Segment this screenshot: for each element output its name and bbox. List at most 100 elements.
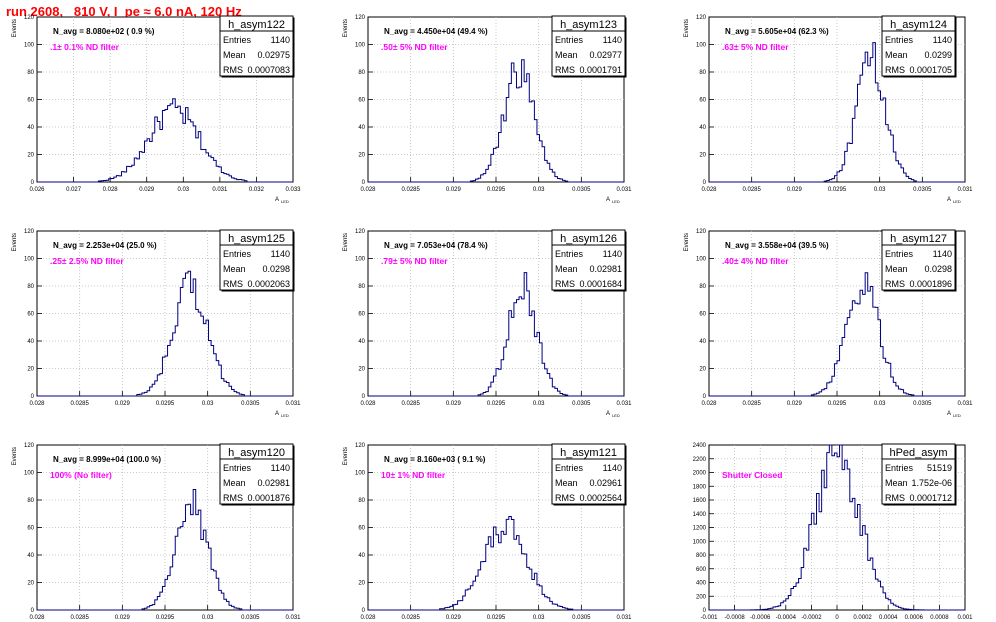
filter-annotation: .25± 2.5% ND filter <box>50 256 124 266</box>
filter-annotation: .63± 5% ND filter <box>722 42 789 52</box>
histogram-pane-h_asym123: 0.028 0.0285 0.029 0.0295 0.03 0.0305 0.031 0 20… <box>343 15 632 204</box>
x-tick-label: 0.0305 <box>572 401 591 407</box>
x-tick-label: -0.0006 <box>750 615 771 621</box>
x-tick-label: 0 <box>835 615 839 621</box>
stats-key-entries: Entries <box>555 35 584 45</box>
y-tick-label: 800 <box>696 553 707 559</box>
x-tick-label: 0.028 <box>360 401 376 407</box>
y-tick-label: 20 <box>27 581 34 587</box>
x-tick-label: 0.031 <box>616 401 632 407</box>
y-tick-label: 80 <box>27 70 34 76</box>
y-tick-label: 60 <box>358 98 365 104</box>
y-tick-label: 20 <box>27 153 34 159</box>
y-tick-label: 40 <box>358 125 365 131</box>
y-tick-label: 20 <box>358 153 365 159</box>
y-tick-label: 100 <box>24 471 35 477</box>
navg-label: N_avg = 8.160e+03 ( 9.1 %) <box>384 455 486 464</box>
histogram-pane-hPed_asym: -0.001 -0.0008 -0.0006 -0.0004 -0.0002 0 0.000… <box>693 443 974 621</box>
stats-key-mean: Mean <box>223 478 246 488</box>
x-tick-label: 0.028 <box>103 187 119 193</box>
stats-key-rms: RMS <box>223 493 243 503</box>
x-tick-label: 0.03 <box>874 187 886 193</box>
y-tick-label: 0 <box>362 180 366 186</box>
histogram-series <box>368 516 624 611</box>
x-tick-label: 0.0295 <box>828 187 847 193</box>
x-tick-label: 0.03 <box>533 615 545 621</box>
y-tick-label: 600 <box>696 567 707 573</box>
stats-box <box>551 443 626 505</box>
histogram-pane-h_asym124: 0.028 0.0285 0.029 0.0295 0.03 0.0305 0.031 0 20… <box>684 15 973 204</box>
x-tick-label: 0.03 <box>202 401 214 407</box>
y-tick-label: 1600 <box>693 498 707 504</box>
navg-label: N_avg = 7.053e+04 (78.4 %) <box>384 241 488 250</box>
stats-value-rms: 0.0002063 <box>247 279 290 289</box>
x-tick-label: 0.028 <box>360 187 376 193</box>
y-axis-label: Events <box>684 19 690 37</box>
y-tick-label: 40 <box>358 339 365 345</box>
x-tick-label: 0.027 <box>66 187 82 193</box>
y-tick-label: 120 <box>696 229 707 235</box>
x-tick-label: 0.0305 <box>572 187 591 193</box>
stats-key-entries: Entries <box>223 249 252 259</box>
x-tick-label: 0.026 <box>29 187 45 193</box>
x-tick-label: 0.0305 <box>913 401 932 407</box>
x-tick-label: 0.029 <box>446 401 462 407</box>
stats-title: h_asym127 <box>890 233 947 245</box>
y-tick-label: 1400 <box>693 512 707 518</box>
stats-title: h_asym122 <box>228 19 285 31</box>
y-tick-label: 20 <box>358 367 365 373</box>
y-tick-label: 60 <box>699 312 706 318</box>
x-tick-label: 0.0285 <box>401 401 420 407</box>
stats-key-entries: Entries <box>885 35 914 45</box>
x-tick-label: 0.0295 <box>828 401 847 407</box>
navg-label: N_avg = 8.080e+02 ( 0.9 %) <box>53 27 155 36</box>
stats-key-mean: Mean <box>555 264 578 274</box>
x-tick-label: 0.031 <box>616 615 632 621</box>
stats-key-entries: Entries <box>223 35 252 45</box>
stats-value-entries: 1140 <box>603 463 622 473</box>
stats-value-mean: 0.02961 <box>589 478 622 488</box>
x-tick-label: 0.031 <box>285 401 301 407</box>
stats-box <box>219 15 294 77</box>
stats-box <box>219 229 294 291</box>
x-tick-label: -0.0008 <box>724 615 745 621</box>
stats-box <box>219 443 294 505</box>
y-axis-label: Events <box>12 19 18 37</box>
stats-value-rms: 0.0007083 <box>247 65 290 75</box>
y-tick-label: 80 <box>699 70 706 76</box>
x-tick-label: 0.0305 <box>572 615 591 621</box>
x-tick-label: 0.029 <box>115 615 131 621</box>
stats-value-entries: 1140 <box>933 35 952 45</box>
y-tick-label: 60 <box>358 312 365 318</box>
y-tick-label: 2000 <box>693 471 707 477</box>
y-tick-label: 2200 <box>693 457 707 463</box>
stats-title: h_asym123 <box>560 19 617 31</box>
x-axis-label: A <box>275 197 279 203</box>
y-axis-label: Events <box>684 233 690 251</box>
x-axis-label: A <box>947 411 951 417</box>
stats-title: h_asym126 <box>560 233 617 245</box>
stats-value-entries: 1140 <box>933 249 952 259</box>
y-tick-label: 60 <box>27 98 34 104</box>
x-tick-label: 0.03 <box>202 615 214 621</box>
filter-annotation: .79± 5% ND filter <box>381 256 448 266</box>
histogram-pane-h_asym126: 0.028 0.0285 0.029 0.0295 0.03 0.0305 0.031 0 20… <box>343 229 632 418</box>
navg-label: N_avg = 8.999e+04 (100.0 %) <box>53 455 161 464</box>
y-tick-label: 0 <box>31 180 35 186</box>
y-tick-label: 40 <box>27 553 34 559</box>
histogram-pane-h_asym120: 0.028 0.0285 0.029 0.0295 0.03 0.0305 0.031 0 20… <box>12 443 301 621</box>
y-tick-label: 20 <box>27 367 34 373</box>
x-tick-label: 0.029 <box>787 401 803 407</box>
filter-annotation: 10± 1% ND filter <box>381 470 446 480</box>
y-tick-label: 60 <box>699 98 706 104</box>
y-tick-label: 0 <box>362 608 366 614</box>
x-tick-label: 0.033 <box>285 187 301 193</box>
x-tick-label: 0.032 <box>249 187 265 193</box>
y-tick-label: 80 <box>358 498 365 504</box>
y-tick-label: 40 <box>27 125 34 131</box>
histogram-pane-h_asym121: 0.028 0.0285 0.029 0.0295 0.03 0.0305 0.031 0 20… <box>343 443 632 621</box>
y-tick-label: 0 <box>31 608 35 614</box>
stats-title: h_asym124 <box>890 19 947 31</box>
y-tick-label: 0 <box>703 608 707 614</box>
y-tick-label: 400 <box>696 581 707 587</box>
